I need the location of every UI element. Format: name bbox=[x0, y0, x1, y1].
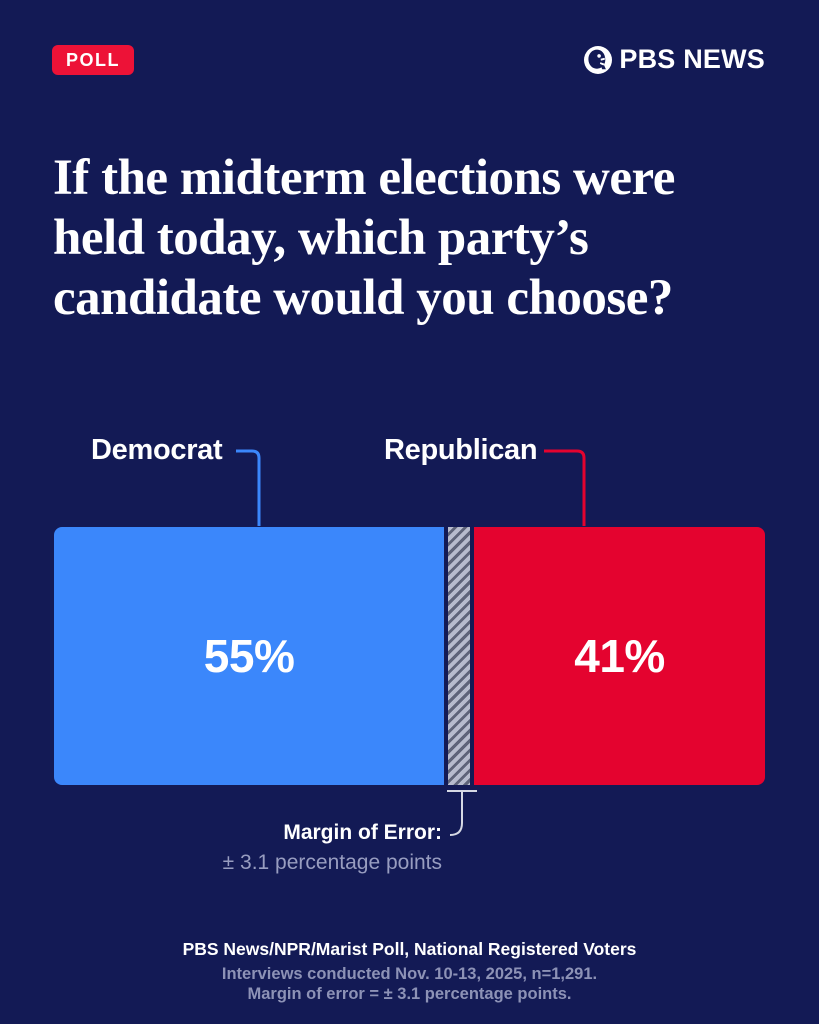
republican-value: 41% bbox=[574, 630, 665, 682]
poll-badge-label: POLL bbox=[66, 49, 120, 70]
moe-footer-line: Margin of error = ± 3.1 percentage point… bbox=[247, 985, 572, 1003]
republican-connector-line bbox=[544, 449, 586, 526]
margin-of-error-callout: Margin of Error: ± 3.1 percentage points bbox=[223, 821, 442, 875]
moe-connector-line bbox=[447, 790, 477, 836]
headline-line-2: held today, which party’s bbox=[53, 210, 589, 266]
republican-bar: 41% bbox=[474, 527, 765, 785]
democrat-label: Democrat bbox=[91, 434, 223, 466]
interviews-line: Interviews conducted Nov. 10-13, 2025, n… bbox=[221, 965, 598, 983]
headline-line-1: If the midterm elections were bbox=[53, 150, 675, 206]
source-line: PBS News/NPR/Marist Poll, National Regis… bbox=[182, 939, 637, 959]
pbs-head-icon bbox=[584, 45, 613, 74]
poll-bar-chart: 55% 41% bbox=[54, 527, 765, 785]
pbs-news-wordmark: PBS NEWS bbox=[619, 44, 765, 74]
democrat-bar: 55% bbox=[54, 527, 445, 785]
headline-line-3: candidate would you choose? bbox=[53, 270, 673, 326]
margin-of-error-title: Margin of Error: bbox=[283, 821, 442, 844]
republican-label: Republican bbox=[384, 434, 538, 466]
margin-of-error-value: ± 3.1 percentage points bbox=[222, 851, 442, 874]
pbs-news-logo: PBS NEWS bbox=[584, 44, 765, 75]
democrat-value: 55% bbox=[203, 630, 295, 682]
poll-badge: POLL bbox=[52, 45, 134, 75]
headline: If the midterm elections were held today… bbox=[53, 148, 773, 328]
democrat-connector-line bbox=[236, 449, 261, 526]
source-footer: PBS News/NPR/Marist Poll, National Regis… bbox=[0, 939, 819, 1004]
margin-of-error-strip bbox=[444, 527, 475, 785]
